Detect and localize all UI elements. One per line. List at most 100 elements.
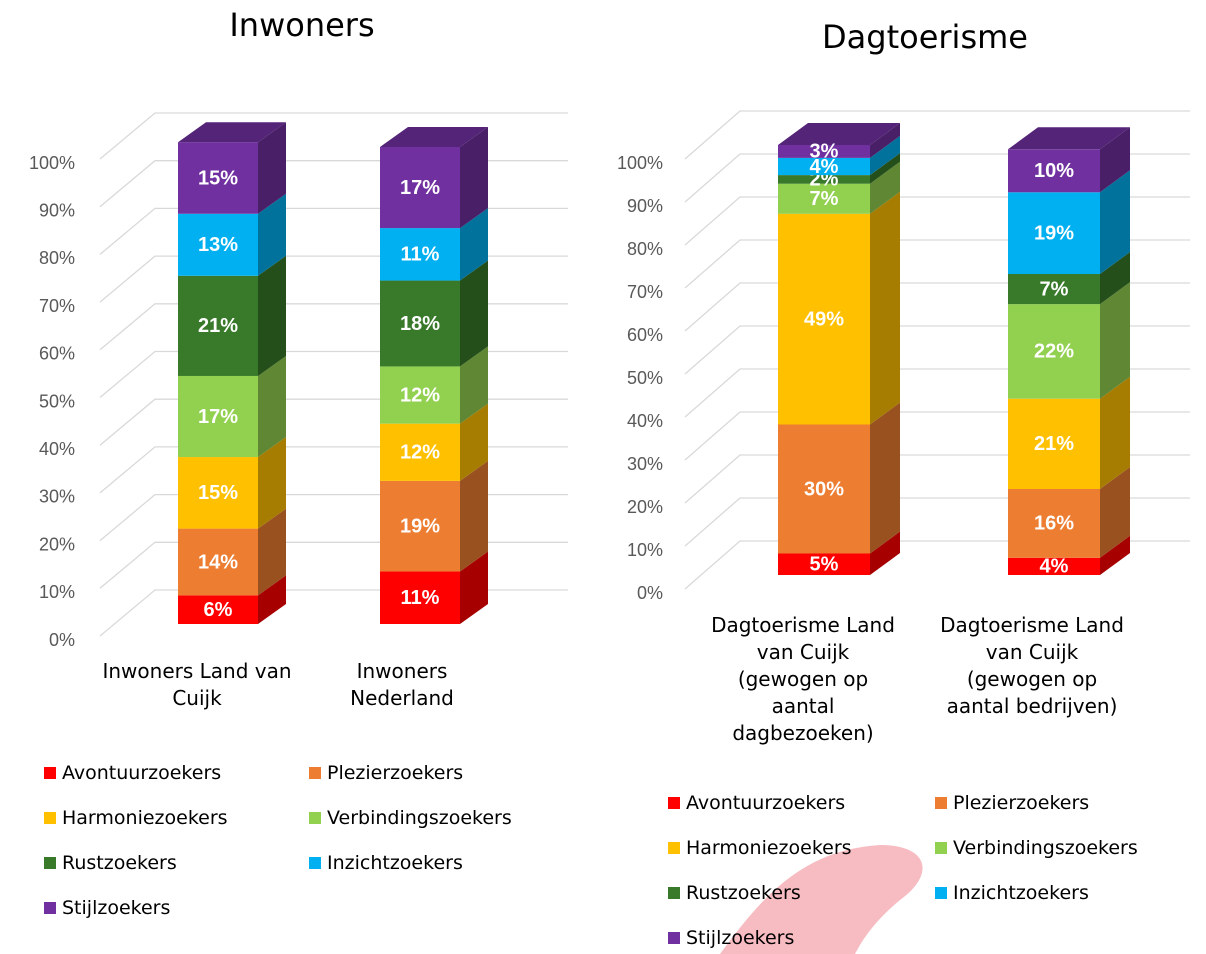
bar bbox=[178, 457, 258, 529]
bar bbox=[380, 571, 460, 624]
y-tick-label: 70% bbox=[39, 296, 75, 316]
data-label: 14% bbox=[198, 551, 238, 573]
decoration-blob bbox=[720, 845, 923, 954]
y-tick-label: 90% bbox=[39, 200, 75, 220]
legend-label: Rustzoekers bbox=[686, 882, 801, 904]
bar bbox=[778, 157, 870, 176]
legend-item: Harmoniezoekers bbox=[44, 807, 228, 829]
legend-swatch bbox=[309, 857, 321, 869]
y-tick-label: 30% bbox=[627, 454, 663, 474]
data-label: 15% bbox=[198, 482, 238, 504]
bar bbox=[178, 375, 258, 458]
bar-side bbox=[258, 355, 286, 458]
legend-item: Harmoniezoekers bbox=[668, 837, 852, 859]
legend-label: Avontuurzoekers bbox=[62, 762, 222, 784]
legend-swatch bbox=[44, 902, 56, 914]
bar-side bbox=[258, 575, 286, 624]
bar bbox=[380, 423, 460, 481]
y-tick-label: 70% bbox=[627, 282, 663, 302]
y-tick-label: 0% bbox=[49, 630, 75, 650]
grid-line bbox=[99, 160, 568, 208]
legend-swatch bbox=[935, 887, 947, 899]
legend-swatch bbox=[44, 812, 56, 824]
bar bbox=[778, 213, 870, 425]
bar bbox=[380, 147, 460, 229]
grid-line bbox=[99, 112, 568, 160]
bar bbox=[380, 228, 460, 281]
grid-line bbox=[99, 350, 568, 398]
y-tick-label: 30% bbox=[39, 487, 75, 507]
bar-side bbox=[870, 161, 900, 214]
y-tick-label: 10% bbox=[627, 540, 663, 560]
bar bbox=[1008, 149, 1100, 193]
data-label: 11% bbox=[401, 587, 440, 609]
bar-side bbox=[460, 260, 488, 367]
bar-side bbox=[258, 122, 286, 214]
y-tick-label: 90% bbox=[627, 196, 663, 216]
legend-item: Verbindingszoekers bbox=[935, 837, 1138, 859]
data-label: 7% bbox=[1040, 278, 1069, 300]
legend-item: Avontuurzoekers bbox=[44, 762, 221, 784]
bar-side bbox=[460, 460, 488, 572]
bar-side bbox=[460, 551, 488, 624]
bar-side bbox=[1100, 252, 1130, 305]
grid-line bbox=[99, 303, 568, 351]
bar-side bbox=[870, 402, 900, 554]
legend-swatch bbox=[44, 857, 56, 869]
x-tick-label: Inwoners Nederland bbox=[350, 659, 454, 710]
data-label: 19% bbox=[400, 515, 440, 537]
y-tick-label: 40% bbox=[627, 411, 663, 431]
bar-side bbox=[258, 508, 286, 596]
legend-swatch bbox=[668, 887, 680, 899]
legend-label: Plezierzoekers bbox=[953, 792, 1090, 814]
data-label: 12% bbox=[400, 384, 440, 406]
bar bbox=[178, 213, 258, 276]
bar-side bbox=[1100, 170, 1130, 274]
bar bbox=[778, 183, 870, 214]
legend-swatch bbox=[309, 812, 321, 824]
legend-item: Verbindingszoekers bbox=[309, 807, 512, 829]
data-label: 15% bbox=[198, 167, 238, 189]
data-label: 19% bbox=[1034, 222, 1074, 244]
bar bbox=[1008, 274, 1100, 305]
y-tick-label: 60% bbox=[627, 325, 663, 345]
bar-side bbox=[460, 127, 488, 229]
legend-label: Harmoniezoekers bbox=[686, 837, 852, 859]
x-tick-label: Dagtoerisme Land van Cuijk (gewogen op a… bbox=[711, 613, 895, 745]
data-label: 11% bbox=[401, 244, 440, 266]
bar-side bbox=[870, 135, 900, 176]
bar bbox=[1008, 557, 1100, 575]
bar-side bbox=[1100, 282, 1130, 399]
bar-side bbox=[1100, 467, 1130, 558]
y-tick-label: 50% bbox=[39, 391, 75, 411]
y-tick-label: 100% bbox=[29, 153, 75, 173]
data-label: 17% bbox=[198, 406, 238, 428]
chart-title: Dagtoerisme bbox=[822, 18, 1028, 56]
bar bbox=[178, 528, 258, 596]
y-tick-label: 20% bbox=[39, 534, 75, 554]
bar-side bbox=[460, 403, 488, 481]
legend-swatch bbox=[935, 797, 947, 809]
data-label: 10% bbox=[1034, 160, 1074, 182]
legend-item: Stijlzoekers bbox=[668, 927, 794, 949]
bar-top bbox=[380, 127, 488, 147]
bar-side bbox=[870, 531, 900, 575]
legend-item: Inzichtzoekers bbox=[309, 852, 463, 874]
bar-side bbox=[870, 123, 900, 158]
bar bbox=[1008, 398, 1100, 489]
legend-swatch bbox=[44, 767, 56, 779]
bar bbox=[178, 142, 258, 214]
grid-line bbox=[684, 110, 1190, 160]
data-label: 4% bbox=[810, 156, 839, 178]
y-tick-label: 10% bbox=[39, 582, 75, 602]
bar bbox=[778, 145, 870, 158]
data-label: 13% bbox=[198, 234, 238, 256]
grid-line bbox=[99, 446, 568, 494]
legend-label: Verbindingszoekers bbox=[953, 837, 1138, 859]
grid-line bbox=[99, 255, 568, 303]
grid-line bbox=[99, 493, 568, 542]
grid-line bbox=[99, 589, 568, 637]
bar-side bbox=[460, 208, 488, 281]
